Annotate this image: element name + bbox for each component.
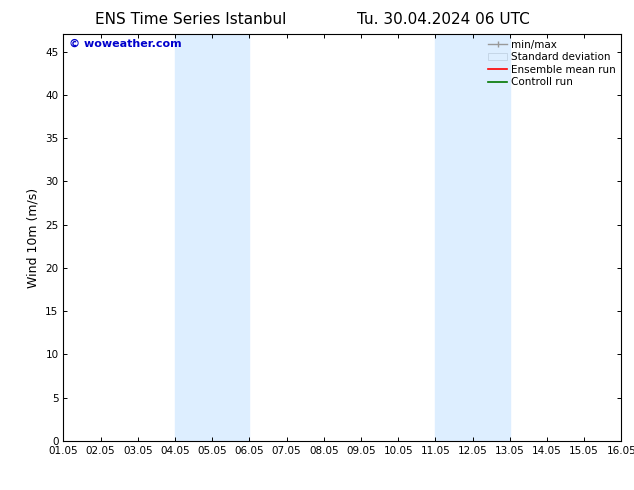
Text: ENS Time Series Istanbul: ENS Time Series Istanbul xyxy=(94,12,286,27)
Legend: min/max, Standard deviation, Ensemble mean run, Controll run: min/max, Standard deviation, Ensemble me… xyxy=(485,36,619,91)
Bar xyxy=(175,34,249,441)
Text: © woweather.com: © woweather.com xyxy=(69,38,181,49)
Bar xyxy=(436,34,510,441)
Y-axis label: Wind 10m (m/s): Wind 10m (m/s) xyxy=(27,188,40,288)
Text: Tu. 30.04.2024 06 UTC: Tu. 30.04.2024 06 UTC xyxy=(358,12,530,27)
